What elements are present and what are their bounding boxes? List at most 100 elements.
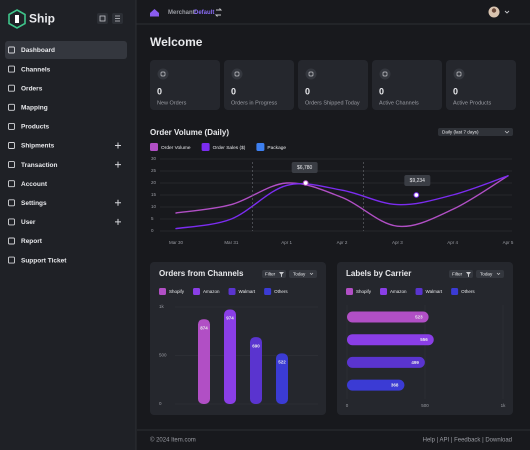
stat-icon-glyph <box>234 71 240 77</box>
tooltip-label: $6,780 <box>297 165 313 171</box>
y-tick-label: 25 <box>151 168 157 173</box>
welcome-title: Welcome <box>150 35 203 49</box>
home-icon[interactable] <box>150 9 159 17</box>
filter-label[interactable]: Filter <box>265 272 276 277</box>
range-dropdown-label[interactable]: Daily (last 7 days) <box>442 129 479 134</box>
nav-icon <box>8 122 15 130</box>
y-tick-label: 30 <box>151 156 157 161</box>
series-line <box>175 175 509 230</box>
icon <box>115 15 120 22</box>
filter-icon <box>466 272 471 278</box>
nav-active <box>5 41 127 59</box>
x-tick-label: Apr 3 <box>392 240 403 245</box>
legend-swatch <box>256 143 265 151</box>
chart-title: Order Volume (Daily) <box>150 128 229 137</box>
expand-icon[interactable] <box>115 199 121 206</box>
nav-item[interactable]: User <box>21 219 36 226</box>
bar <box>224 309 236 404</box>
avatar-menu[interactable] <box>504 10 510 14</box>
bar-value-label: 499 <box>411 360 419 365</box>
nav-item[interactable]: Support Ticket <box>21 257 67 264</box>
sidebar <box>0 0 136 450</box>
nav-item[interactable]: Settings <box>21 200 47 207</box>
stat-label: Orders in Progress <box>231 100 277 106</box>
expand-icon[interactable] <box>115 161 121 168</box>
legend-label: Shopify <box>356 289 372 294</box>
legend-label: Shopify <box>169 289 185 294</box>
merchant-name[interactable]: Default <box>194 10 214 16</box>
bar <box>347 334 434 346</box>
nav-icon <box>8 103 15 111</box>
stat-label: Active Channels <box>379 100 419 106</box>
nav-item[interactable]: Products <box>21 124 50 131</box>
bar <box>347 379 405 391</box>
bar-value-label: 874 <box>200 325 208 330</box>
x-tick-label: Mar 30 <box>169 240 184 245</box>
nav-icon <box>8 218 15 226</box>
tooltip-label: $9,234 <box>410 178 426 184</box>
y-tick-label: 500 <box>159 353 167 358</box>
nav-item[interactable]: Shipments <box>21 143 55 150</box>
dropdown-caret <box>309 272 314 275</box>
expand-icon[interactable] <box>115 142 121 149</box>
nav-item[interactable]: Transaction <box>21 162 58 169</box>
nav-item[interactable]: Channels <box>21 66 51 73</box>
y-tick-label: 5 <box>151 216 154 221</box>
period-dropdown[interactable] <box>289 270 317 278</box>
period-label[interactable]: Today <box>480 272 493 277</box>
legend-swatch <box>193 288 201 295</box>
stat-value: 0 <box>379 86 384 96</box>
y-tick-label: 0 <box>151 228 154 233</box>
bar <box>276 353 288 404</box>
switch-icon[interactable] <box>214 8 223 17</box>
legend-label: Amazon <box>390 289 407 294</box>
nav-item[interactable]: Dashboard <box>21 47 55 54</box>
legend-label: Walmart <box>239 289 256 294</box>
legend-swatch <box>159 288 166 295</box>
stat-icon <box>231 68 243 80</box>
legend-swatch <box>264 288 272 295</box>
stat-icon <box>379 68 391 80</box>
nav-icon <box>8 46 15 54</box>
tooltip <box>291 162 318 173</box>
merchant-label: Merchant: <box>168 10 197 16</box>
legend-swatch <box>201 143 210 151</box>
stat-icon <box>157 68 169 80</box>
legend-swatch <box>228 288 236 295</box>
stat-value: 0 <box>157 86 162 96</box>
bar-value-label: 556 <box>420 337 428 342</box>
expand-icon[interactable] <box>115 218 121 225</box>
filter-label[interactable]: Filter <box>452 272 463 277</box>
nav-item[interactable]: Account <box>21 181 48 188</box>
x-tick-label: Apr 4 <box>447 240 458 245</box>
nav-icon <box>8 142 15 149</box>
tooltip-dot <box>413 192 420 198</box>
bar-value-label: 690 <box>252 343 260 348</box>
view-toggle[interactable] <box>97 13 108 24</box>
stat-icon-glyph <box>456 71 462 77</box>
x-tick-label: Apr 5 <box>503 240 514 245</box>
filter-icon <box>279 272 284 278</box>
stat-icon <box>305 68 317 80</box>
nav-item[interactable]: Orders <box>21 85 43 92</box>
legend-label: Others <box>461 289 475 294</box>
nav-icon <box>8 84 15 92</box>
bar <box>198 319 210 404</box>
channels-card <box>150 262 326 415</box>
x-tick-label: Apr 1 <box>281 240 292 245</box>
y-tick-label: 0 <box>159 401 162 406</box>
range-dropdown[interactable] <box>438 128 513 136</box>
x-tick-label: 1k <box>501 403 507 408</box>
period-label[interactable]: Today <box>293 272 306 277</box>
bar-value-label: 523 <box>415 314 423 319</box>
chart-title: Labels by Carrier <box>346 269 411 278</box>
legend-label: Order Sales ($) <box>213 145 246 151</box>
nav-item[interactable]: Mapping <box>21 105 48 112</box>
legend-label: Order Volume <box>161 145 191 151</box>
nav-item[interactable]: Report <box>21 238 43 245</box>
stat-icon-glyph <box>382 71 388 77</box>
period-dropdown[interactable] <box>476 270 504 278</box>
footer-links[interactable]: Help | API | Feedback | Download <box>423 438 512 444</box>
tooltip <box>404 175 431 186</box>
